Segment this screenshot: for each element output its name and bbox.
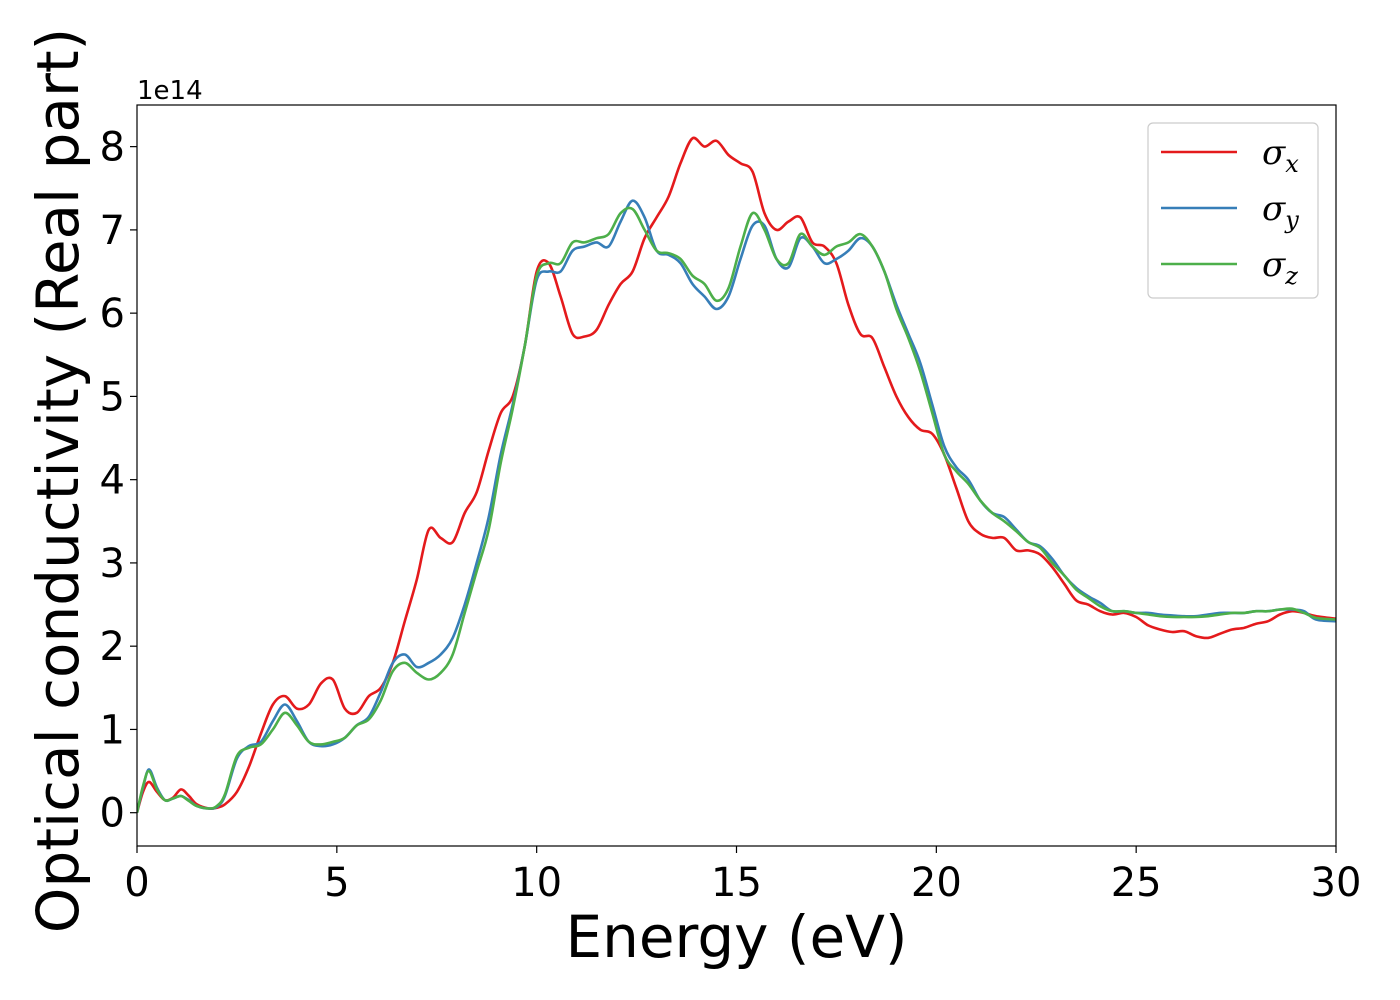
legend-item-y: σy bbox=[1161, 189, 1299, 234]
y-tick-label: 2 bbox=[100, 624, 125, 670]
y-axis-label: Optical conductivity (Real part) bbox=[24, 28, 92, 933]
legend-items: σx σy σz bbox=[1161, 133, 1299, 290]
x-tick-label: 20 bbox=[911, 860, 962, 906]
legend-label: σz bbox=[1262, 245, 1298, 290]
x-tick-label: 30 bbox=[1311, 860, 1362, 906]
legend-item-z: σz bbox=[1161, 245, 1298, 290]
y-tick-label: 1 bbox=[100, 707, 125, 753]
y-tick-label: 3 bbox=[100, 541, 125, 587]
x-tick-label: 10 bbox=[511, 860, 562, 906]
x-tick-label: 15 bbox=[711, 860, 762, 906]
y-tick-label: 7 bbox=[100, 208, 125, 254]
legend-box bbox=[1147, 122, 1319, 299]
y-tick-label: 6 bbox=[100, 291, 125, 337]
legend-label: σy bbox=[1262, 189, 1299, 234]
x-axis-label: Energy (eV) bbox=[565, 903, 907, 971]
x-axis-ticks: 0 5 10 15 20 25 30 bbox=[124, 846, 1361, 906]
y-tick-label: 0 bbox=[100, 791, 125, 837]
y-tick-label: 4 bbox=[100, 458, 125, 504]
series-line-x bbox=[137, 136, 1336, 814]
y-tick-label: 5 bbox=[100, 374, 125, 420]
x-tick-label: 5 bbox=[324, 860, 349, 906]
y-axis-ticks: 0 1 2 3 4 5 6 7 8 bbox=[100, 125, 137, 837]
y-offset-label: 1e14 bbox=[137, 76, 203, 106]
legend-label: σx bbox=[1262, 133, 1299, 178]
x-tick-label: 0 bbox=[124, 860, 149, 906]
legend: σx σy σz bbox=[1147, 122, 1319, 299]
x-tick-label: 25 bbox=[1111, 860, 1162, 906]
series-layer bbox=[137, 136, 1336, 814]
y-tick-label: 8 bbox=[100, 125, 125, 171]
legend-item-x: σx bbox=[1161, 133, 1299, 178]
series-line-z bbox=[137, 206, 1336, 813]
